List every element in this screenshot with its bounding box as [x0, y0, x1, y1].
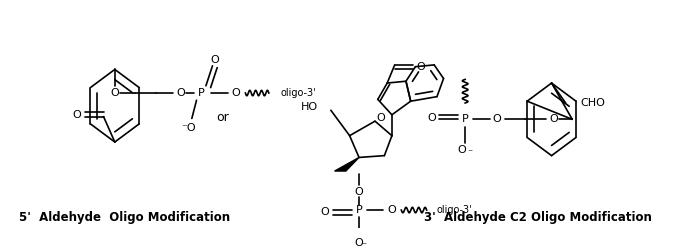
Text: or: or — [216, 111, 229, 124]
Text: ⁻: ⁻ — [467, 148, 472, 158]
Polygon shape — [334, 158, 359, 171]
Text: O: O — [549, 114, 558, 124]
Text: P: P — [462, 114, 468, 124]
Text: P: P — [198, 88, 205, 98]
Text: O: O — [232, 88, 241, 98]
Text: O: O — [321, 207, 330, 217]
Text: O: O — [111, 88, 119, 98]
Text: O: O — [427, 112, 435, 122]
Text: O: O — [176, 88, 185, 98]
Text: ⁻: ⁻ — [361, 241, 366, 250]
Text: O: O — [388, 205, 396, 215]
Text: O: O — [493, 114, 501, 124]
Text: P: P — [356, 205, 363, 215]
Text: O: O — [417, 62, 425, 72]
Text: O: O — [355, 238, 363, 248]
Text: HO: HO — [301, 102, 317, 112]
Text: O: O — [210, 55, 219, 65]
Text: 3'  Aldehyde C2 Oligo Modification: 3' Aldehyde C2 Oligo Modification — [423, 211, 651, 224]
Text: oligo-3': oligo-3' — [280, 88, 315, 98]
Text: O: O — [355, 187, 363, 197]
Text: O: O — [376, 112, 385, 122]
Text: O: O — [73, 110, 82, 120]
Text: CHO: CHO — [581, 98, 605, 108]
Text: O: O — [457, 145, 466, 155]
Text: oligo-3': oligo-3' — [436, 205, 472, 215]
Text: ⁻O: ⁻O — [181, 122, 195, 132]
Text: 5'  Aldehyde  Oligo Modification: 5' Aldehyde Oligo Modification — [19, 211, 230, 224]
